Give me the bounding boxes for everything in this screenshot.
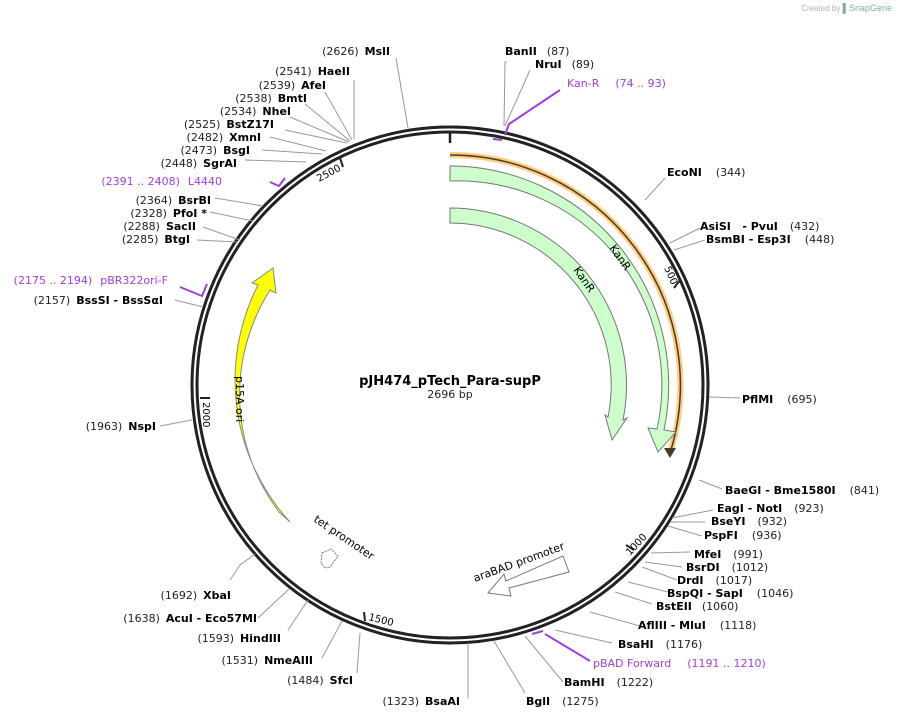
enzyme-btgi[interactable]: (2285) BtgI	[122, 233, 190, 246]
snapgene-logo: ▌	[842, 3, 849, 13]
enzyme-pflmi[interactable]: PflMI (695)	[742, 393, 817, 406]
enzyme-bsteii[interactable]: BstEII (1060)	[656, 600, 738, 613]
enzyme-baegi-bme1580i[interactable]: BaeGI - Bme1580I (841)	[725, 484, 879, 497]
enzyme-bgli[interactable]: BglI (1275)	[526, 695, 599, 708]
enzyme-pfoi[interactable]: (2328) PfoI *	[130, 207, 207, 220]
enzyme-labels-left: (2626) MslI (2541) HaeII (2539) AfeI (2538)…	[34, 45, 460, 708]
feature-tet-promoter[interactable]: tet promoter	[311, 513, 377, 569]
enzyme-xmni[interactable]: (2482) XmnI	[187, 131, 261, 144]
enzyme-hindiii[interactable]: (1593) HindIII	[197, 632, 281, 645]
enzyme-econi[interactable]: EcoNI (344)	[667, 166, 745, 179]
primer-l4440[interactable]: (2391 .. 2408) L4440	[101, 175, 222, 188]
enzyme-pspfi[interactable]: PspFI (936)	[704, 529, 782, 542]
enzyme-bsssi[interactable]: (2157) BssSI - BssSαI	[34, 294, 163, 307]
primer-kan-r[interactable]: Kan-R (74 .. 93)	[567, 77, 666, 90]
enzyme-labels-right: BanII (87) NruI (89) EcoNI (344) AsiSI - Pv…	[505, 45, 879, 708]
primer-marks	[179, 89, 591, 662]
enzyme-sgrai[interactable]: (2448) SgrAI	[161, 157, 237, 170]
enzyme-sacii[interactable]: (2288) SacII	[123, 220, 196, 233]
tick-500: 500	[661, 265, 679, 287]
enzyme-nmeaiii[interactable]: (1531) NmeAIII	[222, 654, 314, 667]
tick-2500: 2500	[315, 163, 343, 185]
tick-2000: 2000	[200, 402, 211, 427]
enzyme-afei[interactable]: (2539) AfeI	[259, 79, 326, 92]
enzyme-bsrbi[interactable]: (2364) BsrBI	[136, 194, 211, 207]
primer-pbr322ori-f[interactable]: (2175 .. 2194) pBR322ori-F	[14, 274, 168, 287]
enzyme-drdi[interactable]: DrdI (1017)	[677, 574, 752, 587]
enzyme-banii[interactable]: BanII (87)	[505, 45, 569, 58]
orf-kanr-highlight[interactable]	[449, 151, 684, 458]
primer-labels: Kan-R (74 .. 93) (2391 .. 2408) L4440 (217…	[14, 77, 766, 670]
feature-label-tet-promoter: tet promoter	[311, 513, 377, 563]
enzyme-bsahi[interactable]: BsaHI (1176)	[618, 638, 702, 651]
enzyme-frui[interactable]: NruI (89)	[535, 58, 594, 71]
enzyme-leaders-right	[493, 61, 741, 694]
enzyme-bseyi[interactable]: BseYI (932)	[711, 515, 787, 528]
credit-brand: SnapGene	[848, 3, 892, 13]
plasmid-name: pJH474_pTech_Para-supP	[359, 374, 541, 389]
credit-prefix: Created by	[801, 4, 841, 13]
enzyme-msli[interactable]: (2626) MslI	[322, 45, 390, 58]
enzyme-nhei[interactable]: (2534) NheI	[220, 105, 291, 118]
enzyme-bamhi[interactable]: BamHI (1222)	[564, 676, 653, 689]
primer-pbad-forward[interactable]: pBAD Forward (1191 .. 1210)	[593, 657, 766, 670]
ticks	[200, 157, 681, 622]
enzyme-leaders-left	[159, 57, 469, 698]
enzyme-bmti[interactable]: (2538) BmtI	[235, 92, 307, 105]
feature-p15a-ori[interactable]: p15A ori	[233, 267, 291, 523]
enzyme-bspqi-sapi[interactable]: BspQI - SapI (1046)	[667, 587, 793, 600]
enzyme-bstz17i[interactable]: (2525) BstZ17I	[184, 118, 274, 131]
enzyme-nspi[interactable]: (1963) NspI	[86, 420, 156, 433]
enzyme-afliii-mlui[interactable]: AflIII - MluI (1118)	[638, 619, 756, 632]
enzyme-bsmbi-esp3i[interactable]: BsmBI - Esp3I (448)	[706, 233, 834, 246]
feature-arabad-promoter[interactable]: araBAD promoter	[472, 540, 570, 597]
feature-kanr-inner[interactable]: KanR	[449, 207, 629, 442]
enzyme-eagi-noti[interactable]: EagI - NotI (923)	[717, 502, 824, 515]
enzyme-mfei[interactable]: MfeI (991)	[694, 548, 763, 561]
snapgene-credit: Created by ▌SnapGene	[801, 3, 892, 13]
feature-label-p15a-ori: p15A ori	[233, 376, 246, 422]
enzyme-asisi-pvui[interactable]: AsiSI - PvuI (432)	[700, 220, 819, 233]
enzyme-bsgi[interactable]: (2473) BsgI	[181, 144, 250, 157]
plasmid-length: 2696 bp	[427, 388, 472, 401]
enzyme-bsrdi[interactable]: BsrDI (1012)	[686, 561, 768, 574]
enzyme-haeii[interactable]: (2541) HaeII	[275, 65, 350, 78]
enzyme-bsaai[interactable]: (1323) BsaAI	[382, 695, 460, 708]
feature-kanr-outer[interactable]: KanR	[449, 165, 677, 453]
enzyme-acui-eco57mi[interactable]: (1638) AcuI - Eco57MI	[123, 612, 257, 625]
enzyme-xbai[interactable]: (1692) XbaI	[161, 589, 231, 602]
enzyme-sfci[interactable]: (1484) SfcI	[287, 674, 353, 687]
